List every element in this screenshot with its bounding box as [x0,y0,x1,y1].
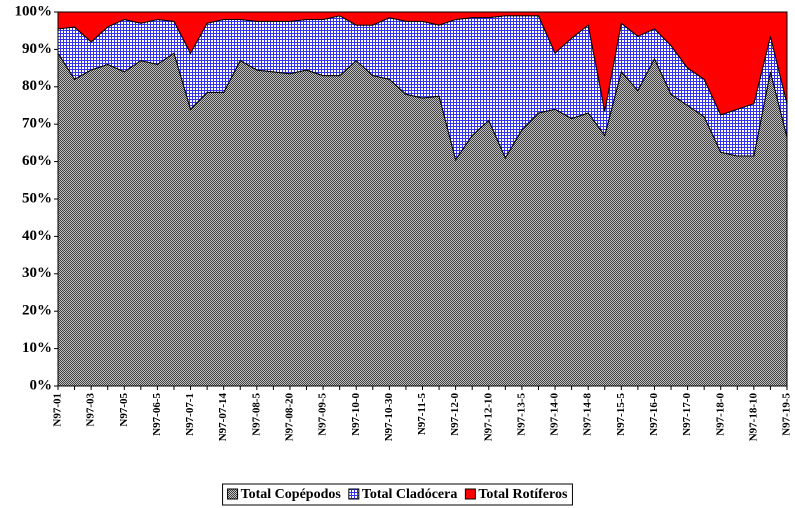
x-tick-label: N97-12-0 [449,393,461,436]
legend-box [222,483,573,506]
x-tick-label: N97-18-10 [747,393,759,442]
x-tick-label: N97-10-30 [383,393,395,442]
x-tick-label: N97-06-5 [151,393,163,436]
x-tick-label: N97-16-0 [648,393,660,436]
legend: Total Copépodos Total Cladócera Total Rotí… [222,483,573,506]
x-tick-label: N97-18-0 [714,393,726,436]
x-tick-label: N97-13-5 [515,393,527,436]
x-tick-label: N97-07-14 [217,393,229,442]
x-tick-label: N97-10-0 [350,393,362,436]
legend-swatch [227,488,239,500]
y-tick-label: 50% [22,190,52,206]
x-tick-label: N97-17-0 [681,393,693,436]
y-tick-label: 80% [22,78,52,94]
legend-label: Total Copépodos [241,487,342,502]
x-tick-label: N97-01 [52,393,64,427]
x-tick-label: N97-19-5 [781,393,793,436]
area [57,51,788,387]
x-tick-label: N97-14-0 [549,393,561,436]
area [57,11,788,116]
y-tick-label: 10% [22,340,52,356]
x-tick-label: N97-07-1 [184,393,196,436]
y-tick-label: 0% [30,377,53,393]
x-tick-label: N97-09-5 [317,393,329,436]
x-tick-label: N97-11-5 [416,393,428,436]
y-tick-label: 40% [22,228,52,244]
x-tick-label: N97-08-20 [283,393,295,442]
legend-swatch [464,488,476,500]
x-tick-label: N97-12-10 [482,393,494,442]
x-tick-label: N97-05 [118,393,130,427]
y-tick-label: 20% [22,303,52,319]
legend-label: Total Cladócera [362,487,458,502]
x-tick-label: N97-03 [85,393,97,427]
y-tick-label: 60% [22,153,52,169]
y-tick-label: 90% [22,41,52,57]
y-tick-label: 70% [22,116,52,132]
legend-swatch [348,488,360,500]
x-tick-label: N97-15-5 [615,393,627,436]
x-tick-label: N97-08-5 [250,393,262,436]
x-tick-label: N97-14-8 [582,393,594,436]
y-tick-label: 30% [22,265,52,281]
legend-label: Total Rotíferos [478,487,568,502]
y-tick-label: 100% [15,3,53,19]
